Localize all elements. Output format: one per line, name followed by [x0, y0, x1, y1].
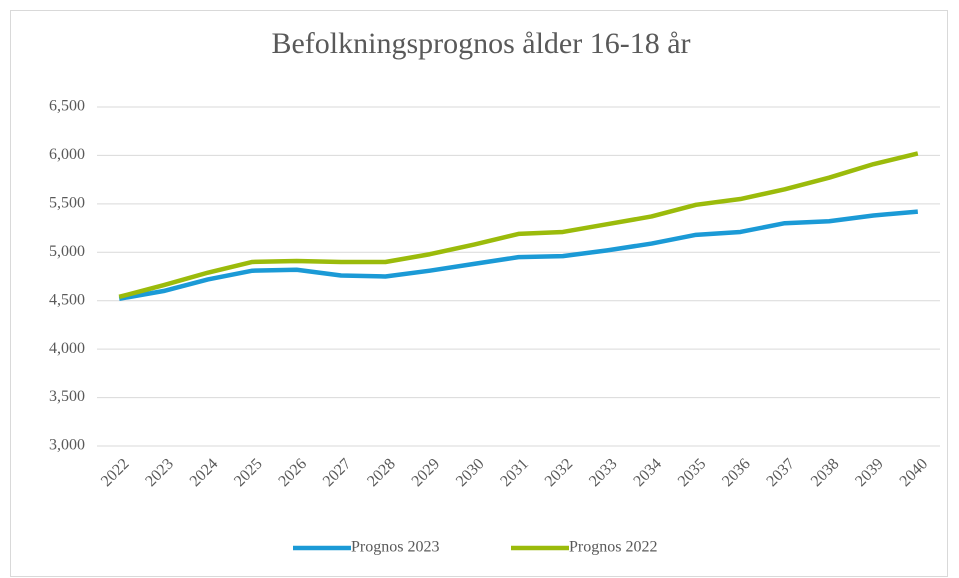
y-tick-label: 3,500: [49, 388, 85, 405]
chart-title: Befolkningsprognos ålder 16-18 år: [271, 27, 690, 60]
y-tick-label: 6,000: [49, 146, 85, 163]
y-tick-label: 4,000: [49, 340, 85, 357]
line-series: [118, 209, 919, 301]
y-tick-label: 3,000: [49, 437, 85, 454]
legend-label: Prognos 2022: [569, 539, 657, 556]
line-series: [118, 151, 919, 300]
y-tick-label: 4,500: [49, 291, 85, 308]
y-tick-label: 5,500: [49, 195, 85, 212]
y-tick-label: 6,500: [49, 98, 85, 115]
legend-label: Prognos 2023: [351, 539, 439, 556]
chart-border: [10, 10, 948, 577]
y-tick-label: 5,000: [49, 243, 85, 260]
